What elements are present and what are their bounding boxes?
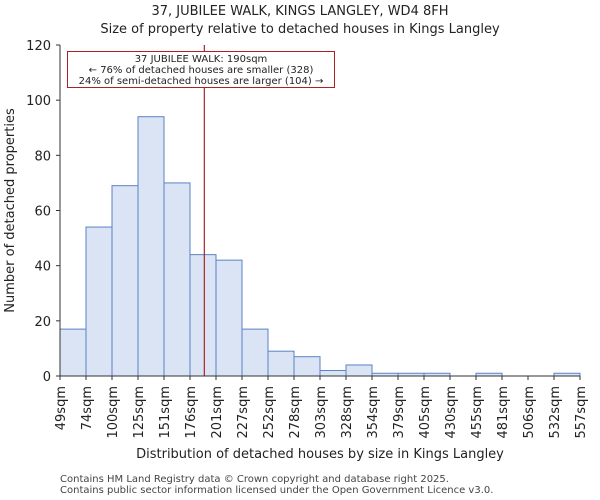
x-tick-label-278sqm: 278sqm xyxy=(288,386,303,439)
bar-278sqm xyxy=(293,356,321,377)
y-tick-label-100: 100 xyxy=(26,94,51,109)
y-tick-label-0: 0 xyxy=(43,370,51,385)
annotation-line-1: 37 JUBILEE WALK: 190sqm xyxy=(134,54,268,65)
x-tick-label-379sqm: 379sqm xyxy=(392,386,407,439)
y-tick-label-20: 20 xyxy=(34,315,51,330)
bar-252sqm xyxy=(267,350,295,377)
x-tick-label-176sqm: 176sqm xyxy=(184,386,199,439)
chart-subtitle: Size of property relative to detached ho… xyxy=(100,22,500,37)
bar-151sqm xyxy=(163,182,191,377)
x-tick-label-74sqm: 74sqm xyxy=(80,386,95,430)
bar-49sqm xyxy=(59,328,87,377)
x-tick-label-430sqm: 430sqm xyxy=(444,386,459,439)
x-tick-label-151sqm: 151sqm xyxy=(158,386,173,439)
x-tick-label-532sqm: 532sqm xyxy=(548,386,563,439)
property-annotation-box: 37 JUBILEE WALK: 190sqm ← 76% of detache… xyxy=(67,51,335,88)
bar-176sqm xyxy=(189,254,217,377)
bar-303sqm xyxy=(319,369,347,377)
x-tick-label-354sqm: 354sqm xyxy=(366,386,381,439)
annotation-line-3: 24% of semi-detached houses are larger (… xyxy=(78,76,324,87)
annotation-line-2: ← 76% of detached houses are smaller (32… xyxy=(88,65,314,76)
x-tick-label-405sqm: 405sqm xyxy=(418,386,433,439)
x-tick-label-227sqm: 227sqm xyxy=(236,386,251,439)
y-tick-label-120: 120 xyxy=(26,39,51,54)
x-tick-label-557sqm: 557sqm xyxy=(574,386,589,439)
x-tick-label-303sqm: 303sqm xyxy=(314,386,329,439)
y-tick-label-80: 80 xyxy=(34,149,51,164)
x-tick-label-481sqm: 481sqm xyxy=(496,386,511,439)
x-tick-label-455sqm: 455sqm xyxy=(470,386,485,439)
x-tick-label-252sqm: 252sqm xyxy=(262,386,277,439)
bar-100sqm xyxy=(111,185,139,377)
x-tick-label-506sqm: 506sqm xyxy=(522,386,537,439)
x-tick-label-49sqm: 49sqm xyxy=(54,386,69,430)
bar-328sqm xyxy=(345,364,373,377)
chart-title: 37, JUBILEE WALK, KINGS LANGLEY, WD4 8FH xyxy=(151,4,449,19)
bar-74sqm xyxy=(85,226,113,377)
bar-125sqm xyxy=(137,116,165,377)
y-axis-label: Number of detached properties xyxy=(3,108,18,313)
y-tick-label-40: 40 xyxy=(34,260,51,275)
footer-copyright: Contains HM Land Registry data © Crown c… xyxy=(60,474,449,485)
x-tick-label-328sqm: 328sqm xyxy=(340,386,355,439)
y-tick-label-60: 60 xyxy=(34,205,51,220)
x-tick-label-100sqm: 100sqm xyxy=(106,386,121,439)
footer-licence: Contains public sector information licen… xyxy=(60,485,494,496)
bar-227sqm xyxy=(241,328,269,377)
bar-201sqm xyxy=(215,259,243,377)
x-tick-label-125sqm: 125sqm xyxy=(132,386,147,439)
x-tick-label-201sqm: 201sqm xyxy=(210,386,225,439)
x-axis-label: Distribution of detached houses by size … xyxy=(136,447,504,462)
